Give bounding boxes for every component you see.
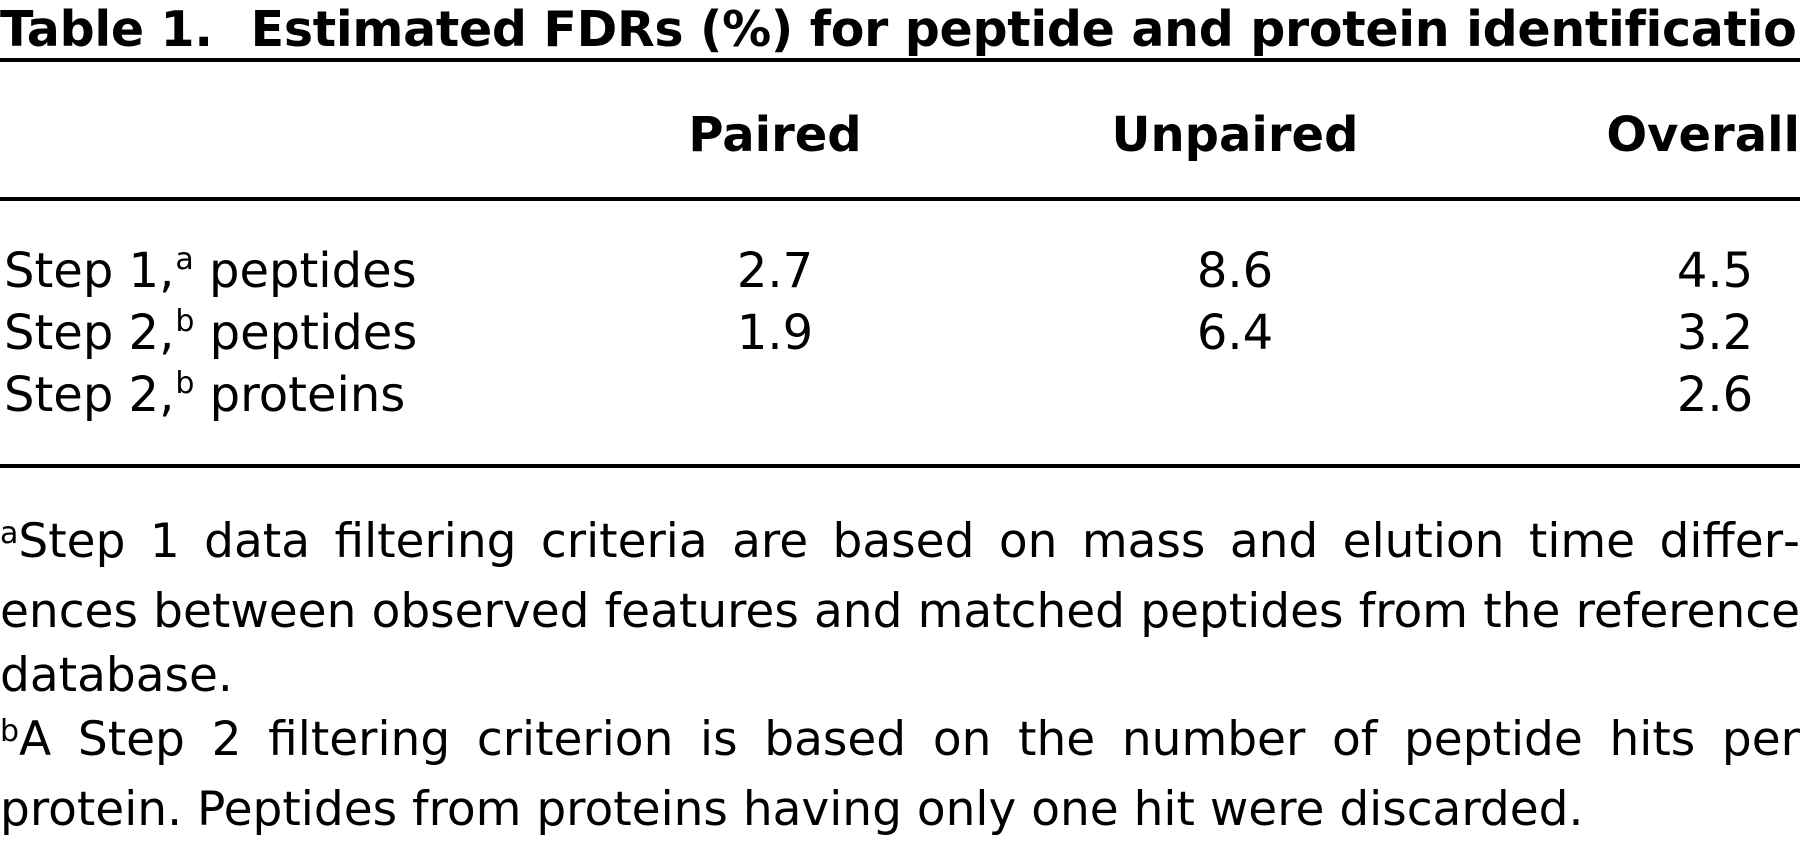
cell-unpaired: 8.6 (1196, 243, 1274, 299)
row-label: Step 2,b proteins (4, 366, 406, 423)
bottom-rule (0, 464, 1800, 468)
footnote-marker: a (0, 516, 19, 551)
footnote-b: bA Step 2 filtering criterion is based o… (0, 708, 1800, 842)
row-label: Step 1,a peptides (4, 242, 417, 299)
cell-overall: 4.5 (1676, 243, 1754, 299)
table-row: Step 1,a peptides 2.7 8.6 4.5 (0, 240, 1800, 302)
footnote-a: aStep 1 data filtering criteria are base… (0, 510, 1800, 708)
cell-paired: 2.7 (736, 243, 814, 299)
table-label: Table 1. (0, 1, 213, 58)
footnote-marker: b (175, 304, 195, 339)
header-rule (0, 197, 1800, 201)
cell-overall: 3.2 (1676, 305, 1754, 361)
cell-unpaired: 6.4 (1196, 305, 1274, 361)
top-rule (0, 58, 1800, 62)
footnote-marker: b (175, 366, 195, 401)
table-row: Step 2,b peptides 1.9 6.4 3.2 (0, 302, 1800, 364)
cell-paired: 1.9 (736, 305, 814, 361)
footnote-text: Step 1 data filtering criteria are based… (0, 514, 1800, 703)
column-header-unpaired: Unpaired (1111, 107, 1359, 163)
cell-overall: 2.6 (1676, 367, 1754, 423)
footnote-marker: b (0, 714, 20, 749)
table-caption: Estimated FDRs (%) for peptide and prote… (250, 1, 1800, 58)
footnote-text: A Step 2 filtering criterion is based on… (0, 712, 1800, 837)
footnote-marker: a (175, 242, 194, 277)
footnotes: aStep 1 data filtering criteria are base… (0, 510, 1800, 842)
column-header-paired: Paired (688, 107, 862, 163)
table-row: Step 2,b proteins 2.6 (0, 364, 1800, 426)
row-label: Step 2,b peptides (4, 304, 418, 361)
column-header-overall: Overall (1606, 107, 1800, 163)
table-title: Table 1. Estimated FDRs (%) for peptide a… (0, 2, 1800, 58)
